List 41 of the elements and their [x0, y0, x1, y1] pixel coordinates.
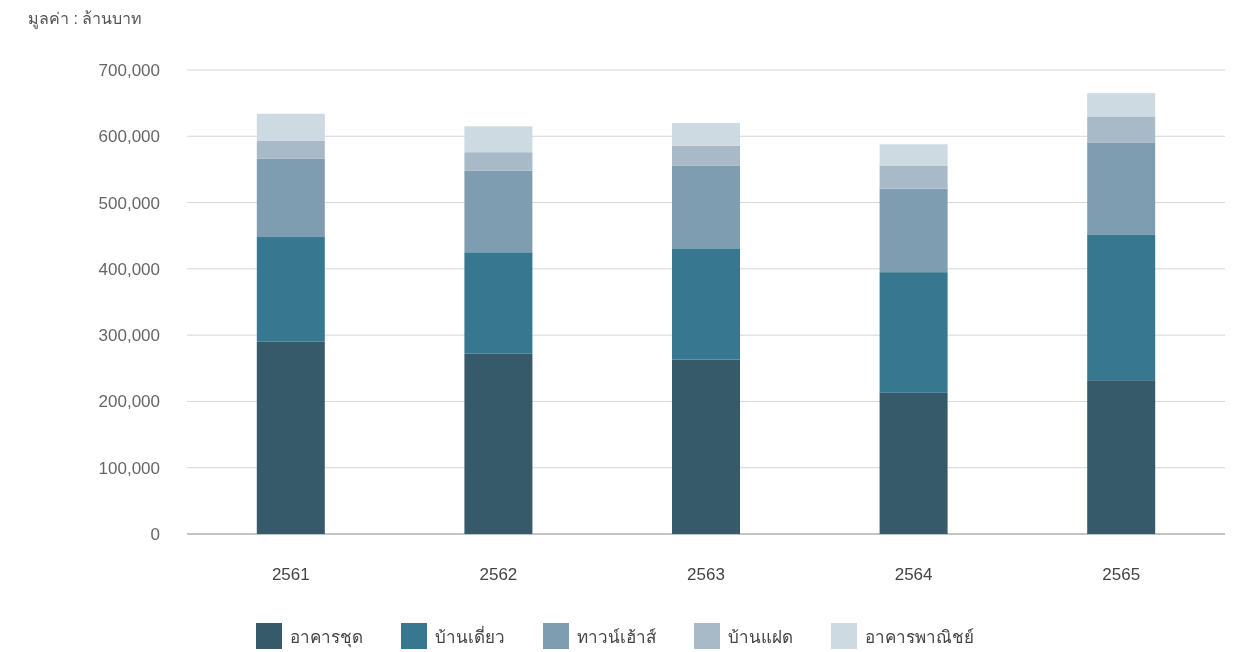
bar: [464, 353, 533, 534]
bar: [1087, 93, 1156, 117]
bar: [464, 252, 533, 354]
x-tick-label: 2565: [1102, 565, 1141, 584]
y-tick-label: 0: [150, 525, 160, 544]
y-axis-title: มูลค่า : ล้านบาท: [28, 10, 143, 29]
x-tick-label: 2562: [479, 565, 518, 584]
bar: [672, 248, 740, 360]
bar: [256, 341, 325, 534]
bar: [672, 165, 740, 249]
bar: [879, 392, 948, 534]
legend-label: บ้านแฝด: [728, 628, 793, 647]
bar: [879, 165, 948, 189]
bar: [1087, 380, 1156, 534]
x-tick-label: 2563: [687, 565, 725, 584]
y-tick-label: 600,000: [98, 127, 160, 147]
bar: [879, 272, 948, 393]
bar: [879, 188, 948, 273]
x-tick-label: 2561: [271, 565, 310, 584]
legend-label: ทาวน์เฮ้าส์: [577, 628, 657, 647]
bar: [256, 140, 325, 159]
x-tick-label: 2564: [894, 565, 933, 584]
bar: [464, 170, 533, 253]
bar: [256, 237, 325, 342]
bar: [879, 144, 948, 166]
bar: [256, 158, 325, 238]
y-tick-label: 400,000: [98, 259, 160, 279]
y-tick-label: 300,000: [98, 326, 160, 346]
y-tick-label: 500,000: [98, 193, 160, 213]
bar: [1087, 142, 1156, 235]
bar: [1087, 234, 1156, 381]
y-tick-label: 700,000: [98, 61, 160, 80]
bar: [1087, 116, 1156, 143]
bar: [672, 359, 740, 534]
legend-label: อาคารชุด: [290, 628, 363, 648]
legend-label: อาคารพาณิชย์: [865, 628, 974, 647]
bar: [672, 145, 740, 166]
bar: [464, 152, 533, 171]
legend-label: บ้านเดี่ยว: [435, 625, 505, 647]
y-tick-label: 100,000: [98, 458, 160, 478]
y-tick-label: 200,000: [98, 392, 160, 412]
